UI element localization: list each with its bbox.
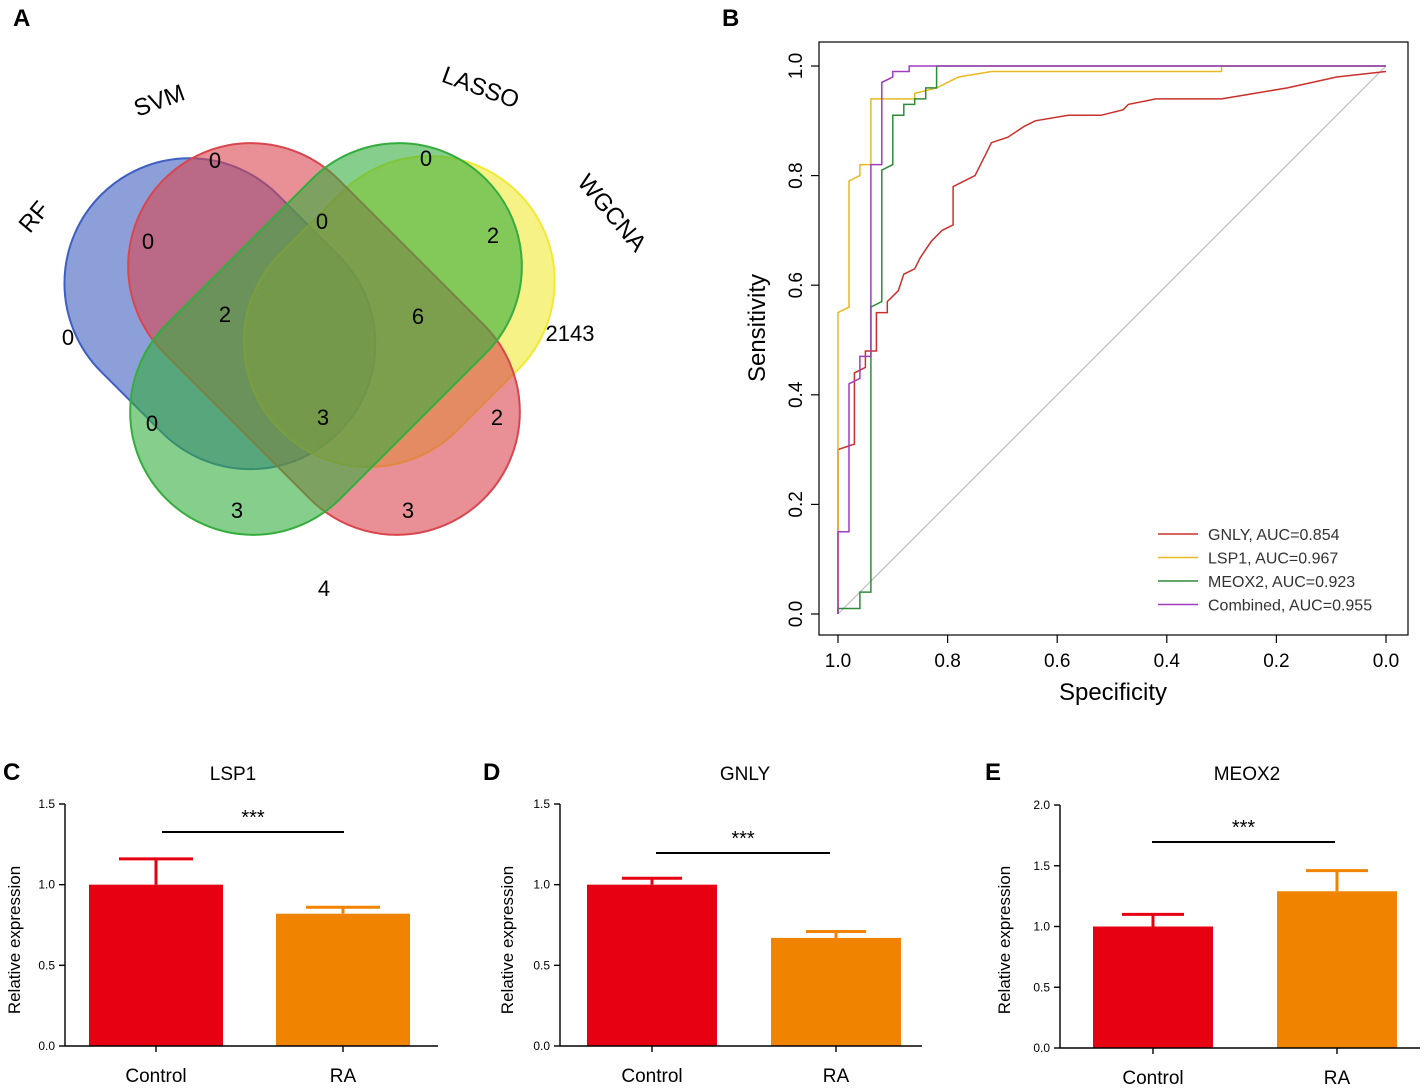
venn-region-count: 0 bbox=[142, 229, 154, 254]
roc-y-tick-label: 0.4 bbox=[786, 381, 807, 408]
roc-chart: 1.0 0.8 0.6 0.4 0.2 0.0 0.0 0.2 0.4 0.6 0.8 1.0 Spe… bbox=[744, 41, 1409, 706]
venn-label-wgcna: WGCNA bbox=[572, 169, 652, 257]
venn-region-counts: 0 0 0 2143 0 0 2 2 6 0 3 2 3 3 4 bbox=[62, 146, 595, 601]
roc-legend-entry: MEOX2, AUC=0.923 bbox=[1208, 574, 1355, 591]
venn-region-count: 0 bbox=[316, 209, 328, 234]
bar-y-tick-label: 1.0 bbox=[533, 878, 550, 892]
venn-region-count: 2 bbox=[491, 405, 503, 430]
roc-axis-ticks: 1.0 0.8 0.6 0.4 0.2 0.0 0.0 0.2 0.4 0.6 0.8 1.0 bbox=[786, 53, 1399, 672]
roc-legend-entry: LSP1, AUC=0.967 bbox=[1208, 551, 1338, 568]
bar-y-tick-label: 0.0 bbox=[38, 1039, 55, 1053]
bar-y-tick-label: 1.5 bbox=[533, 797, 550, 811]
roc-x-axis-label: Specificity bbox=[1059, 679, 1167, 706]
bar-category-label: RA bbox=[823, 1066, 850, 1087]
venn-region-count: 0 bbox=[209, 148, 221, 173]
panel-letter-e: E bbox=[985, 759, 1001, 786]
bar-y-tick-label: 0.5 bbox=[1033, 980, 1050, 994]
bar-y-tick-label: 0.5 bbox=[38, 958, 55, 972]
roc-y-axis-label: Sensitivity bbox=[744, 274, 771, 382]
bar-category-label: Control bbox=[621, 1066, 682, 1087]
venn-region-count: 2143 bbox=[546, 321, 595, 346]
roc-legend: GNLY, AUC=0.854 LSP1, AUC=0.967 MEOX2, AUC… bbox=[1158, 527, 1372, 615]
bar-y-axis-label: Relative expression bbox=[498, 866, 517, 1014]
significance-label: *** bbox=[731, 828, 755, 850]
roc-y-tick-label: 0.2 bbox=[786, 491, 807, 517]
bar-y-tick-label: 1.5 bbox=[38, 797, 55, 811]
roc-curve bbox=[837, 65, 1386, 614]
bar-y-tick-label: 0.5 bbox=[533, 958, 550, 972]
bar-chart-title: MEOX2 bbox=[1214, 764, 1281, 785]
bar bbox=[89, 884, 223, 1046]
bar-chart-title: GNLY bbox=[720, 764, 771, 785]
panel-letter-b: B bbox=[722, 5, 739, 32]
roc-x-tick-label: 0.0 bbox=[1373, 651, 1399, 672]
roc-x-tick-label: 0.4 bbox=[1154, 651, 1181, 672]
venn-region-count: 2 bbox=[219, 302, 231, 327]
significance-label: *** bbox=[241, 807, 265, 829]
roc-x-tick-label: 1.0 bbox=[825, 651, 851, 672]
bar-y-axis-label: Relative expression bbox=[5, 866, 24, 1014]
bar-category-label: RA bbox=[1324, 1068, 1351, 1089]
bar-chart-gnly: GNLY 0.0 0.5 1.0 1.5 Relative expression Contr… bbox=[498, 764, 922, 1087]
venn-label-lasso: LASSO bbox=[438, 62, 522, 115]
bar bbox=[771, 937, 901, 1046]
venn-set-lasso bbox=[129, 142, 523, 536]
bar-chart-lsp1: LSP1 0.0 0.5 1.0 1.5 Relative expression Contr… bbox=[5, 764, 438, 1087]
venn-region-count: 3 bbox=[402, 498, 414, 523]
bar-y-axis-label: Relative expression bbox=[995, 866, 1014, 1014]
venn-label-svm: SVM bbox=[130, 79, 188, 122]
venn-region-count: 3 bbox=[231, 498, 243, 523]
roc-y-tick-label: 0.0 bbox=[786, 601, 807, 627]
panel-letter-c: C bbox=[3, 759, 20, 786]
roc-x-tick-label: 0.8 bbox=[934, 651, 960, 672]
bar-chart-meox2: MEOX2 0.0 0.5 1.0 1.5 2.0 Relative expression C… bbox=[995, 764, 1420, 1089]
venn-region-count: 6 bbox=[412, 304, 424, 329]
bar bbox=[276, 913, 410, 1046]
roc-legend-entry: GNLY, AUC=0.854 bbox=[1208, 527, 1340, 544]
bar-y-tick-label: 0.0 bbox=[1033, 1041, 1050, 1055]
bar-y-tick-label: 1.0 bbox=[1033, 920, 1050, 934]
venn-region-count: 0 bbox=[62, 325, 74, 350]
bar-chart-title: LSP1 bbox=[210, 764, 256, 785]
roc-curve bbox=[837, 65, 1386, 614]
bar bbox=[1277, 891, 1397, 1048]
venn-region-count: 3 bbox=[317, 405, 329, 430]
bar-category-label: Control bbox=[125, 1066, 186, 1087]
venn-region-count: 4 bbox=[318, 576, 330, 601]
bar-y-tick-label: 0.0 bbox=[533, 1039, 550, 1053]
venn-region-count: 0 bbox=[146, 411, 158, 436]
roc-x-tick-label: 0.6 bbox=[1044, 651, 1070, 672]
roc-x-tick-label: 0.2 bbox=[1263, 651, 1289, 672]
bar-category-label: Control bbox=[1122, 1068, 1183, 1089]
roc-curves bbox=[837, 65, 1387, 614]
panel-letter-d: D bbox=[483, 759, 500, 786]
bar bbox=[587, 884, 717, 1046]
venn-region-count: 0 bbox=[420, 146, 432, 171]
roc-y-tick-label: 0.8 bbox=[786, 162, 807, 188]
roc-diagonal bbox=[837, 65, 1387, 615]
venn-region-count: 2 bbox=[487, 223, 499, 248]
venn-diagram: RF SVM LASSO WGCNA 0 0 0 2143 0 0 2 2 6 0 3 2 3 3 4 bbox=[14, 62, 652, 601]
bar bbox=[1093, 926, 1213, 1048]
panel-letter-a: A bbox=[13, 5, 30, 32]
bar-y-tick-label: 2.0 bbox=[1033, 798, 1050, 812]
bar-category-label: RA bbox=[330, 1066, 357, 1087]
roc-legend-entry: Combined, AUC=0.955 bbox=[1208, 598, 1372, 615]
roc-plot-frame bbox=[818, 41, 1409, 636]
roc-y-tick-label: 1.0 bbox=[786, 53, 807, 79]
significance-label: *** bbox=[1232, 817, 1256, 839]
venn-label-rf: RF bbox=[14, 196, 55, 238]
roc-y-tick-label: 0.6 bbox=[786, 272, 807, 298]
bar-y-tick-label: 1.5 bbox=[1033, 859, 1050, 873]
bar-y-tick-label: 1.0 bbox=[38, 878, 55, 892]
